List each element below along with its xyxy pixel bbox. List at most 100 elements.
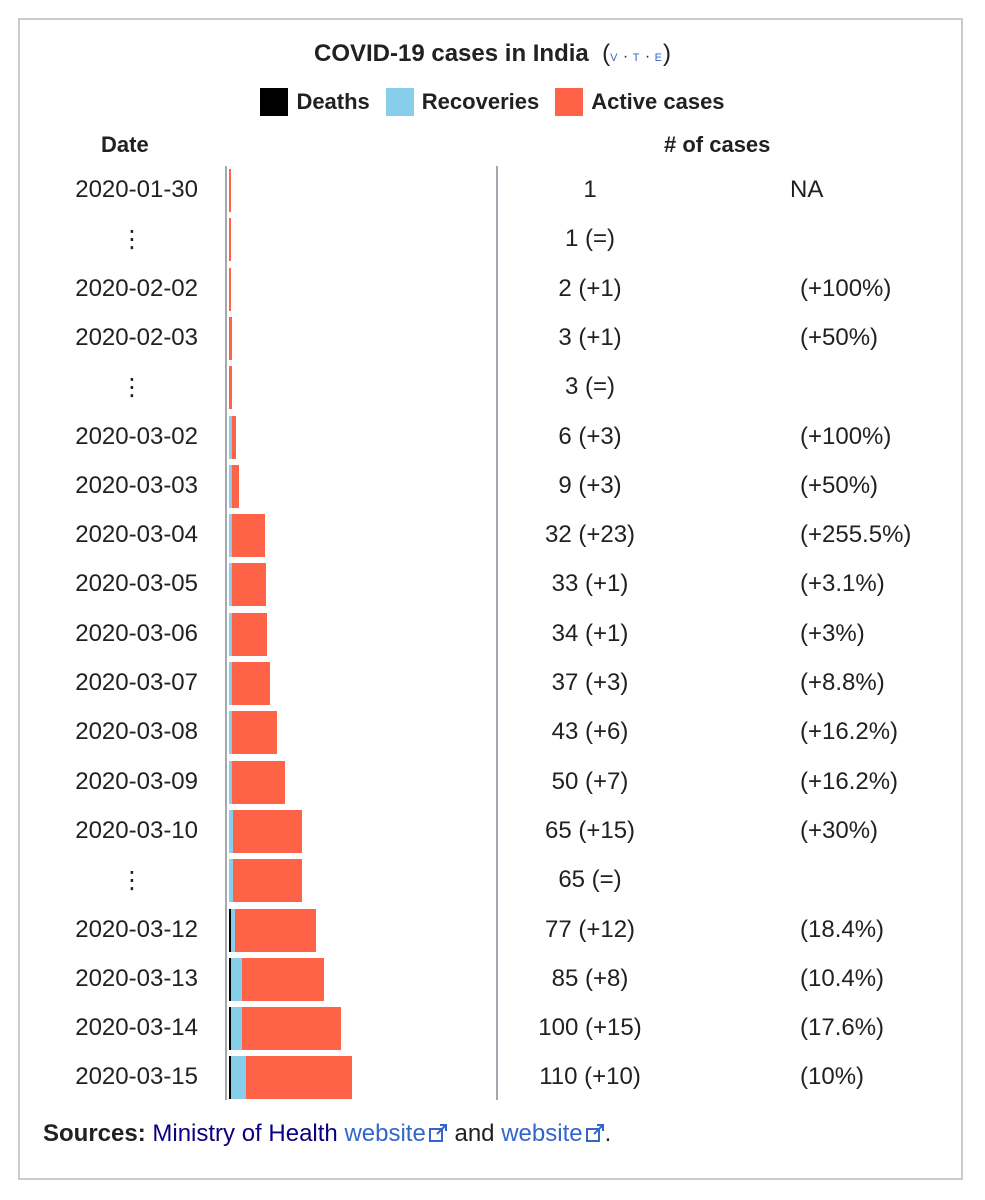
case-bar bbox=[229, 1056, 352, 1100]
bar-segment-active bbox=[229, 169, 231, 212]
bar-segment-recoveries bbox=[229, 711, 233, 755]
bar-segment-active bbox=[229, 218, 231, 262]
row-percent-change: (+3%) bbox=[800, 619, 865, 647]
website-link-2[interactable]: website bbox=[501, 1120, 583, 1147]
row-percent-change: (+100%) bbox=[800, 422, 892, 450]
row-case-count: 3 (+1) bbox=[558, 323, 622, 351]
case-bar bbox=[229, 267, 232, 311]
edit-link[interactable]: e bbox=[654, 48, 663, 65]
table-row: 2020-03-08 43 (+6) (+16.2%) bbox=[0, 708, 985, 757]
bar-segment-recoveries bbox=[229, 760, 233, 804]
vte-links: (v · t · e) bbox=[595, 40, 671, 67]
bar-segment-recoveries bbox=[229, 612, 233, 656]
row-date: 2020-01-30 bbox=[75, 176, 198, 203]
external-link-icon bbox=[428, 1124, 447, 1142]
row-percent-change: (17.6%) bbox=[800, 1014, 885, 1042]
bar-segment-active bbox=[233, 859, 302, 903]
table-row: 2020-03-10 65 (+15) (+30%) bbox=[0, 807, 985, 856]
row-percent-change: (+30%) bbox=[800, 816, 879, 844]
bar-segment-active bbox=[229, 366, 233, 410]
table-row: 2020-03-09 50 (+7) (+16.2%) bbox=[0, 758, 985, 807]
row-date: 2020-03-04 bbox=[75, 521, 198, 549]
legend-item-deaths: Deaths bbox=[260, 88, 370, 116]
chart-title: COVID-19 cases in India bbox=[314, 40, 589, 67]
bar-segment-active bbox=[232, 760, 285, 804]
row-date: 2020-03-14 bbox=[75, 1014, 198, 1042]
table-row: ⋮ 65 (=) bbox=[0, 856, 985, 905]
legend-label-recoveries: Recoveries bbox=[421, 89, 540, 114]
sources-period: . bbox=[604, 1120, 612, 1147]
table-row: 2020-03-13 85 (+8) (10.4%) bbox=[0, 955, 985, 1004]
talk-link[interactable]: t bbox=[632, 48, 641, 65]
row-case-count: 32 (+23) bbox=[544, 521, 636, 549]
row-date: 2020-03-08 bbox=[75, 718, 198, 746]
case-bar bbox=[229, 760, 285, 804]
bar-segment-active bbox=[242, 957, 325, 1001]
chart-frame bbox=[18, 18, 963, 1180]
row-percent-change: (10.4%) bbox=[800, 964, 885, 992]
row-case-count: 65 (+15) bbox=[544, 816, 636, 844]
bar-segment-recoveries bbox=[229, 809, 234, 853]
row-case-count: 100 (+15) bbox=[538, 1014, 642, 1042]
bar-segment-active bbox=[235, 908, 316, 952]
legend: Deaths Recoveries Active cases bbox=[0, 88, 985, 116]
bar-segment-active bbox=[233, 809, 302, 853]
date-header: Date bbox=[101, 132, 149, 157]
table-row: 2020-03-06 34 (+1) (+3%) bbox=[0, 610, 985, 659]
bar-segment-recoveries bbox=[229, 859, 234, 903]
legend-label-deaths: Deaths bbox=[296, 89, 370, 114]
case-bar bbox=[229, 218, 231, 262]
table-row: 2020-03-07 37 (+3) (+8.8%) bbox=[0, 659, 985, 708]
case-bar bbox=[229, 415, 236, 459]
row-date: 2020-03-02 bbox=[75, 422, 198, 450]
case-bar bbox=[229, 859, 302, 903]
case-bar bbox=[229, 366, 233, 410]
case-bar bbox=[229, 908, 316, 952]
case-bar bbox=[229, 809, 302, 853]
table-row: 2020-03-04 32 (+23) (+255.5%) bbox=[0, 511, 985, 560]
bar-segment-recoveries bbox=[229, 464, 233, 508]
ministry-of-health-link[interactable]: Ministry of Health bbox=[152, 1120, 338, 1147]
legend-swatch-deaths bbox=[260, 88, 289, 116]
row-case-count: 110 (+10) bbox=[539, 1063, 641, 1091]
legend-item-active: Active cases bbox=[555, 88, 725, 116]
row-case-count: 3 (=) bbox=[564, 373, 615, 401]
view-link[interactable]: v bbox=[610, 48, 619, 65]
bar-segment-deaths bbox=[229, 957, 232, 1001]
legend-item-recoveries: Recoveries bbox=[385, 88, 540, 116]
table-row: 2020-03-12 77 (+12) (18.4%) bbox=[0, 906, 985, 955]
row-case-count: 6 (+3) bbox=[558, 422, 622, 450]
row-percent-change: (+50%) bbox=[800, 471, 879, 499]
row-case-count: 2 (+1) bbox=[558, 274, 622, 302]
row-percent-change: (+16.2%) bbox=[800, 718, 899, 746]
bar-segment-recoveries bbox=[229, 514, 233, 558]
case-bar bbox=[229, 169, 231, 212]
row-percent-change: (+50%) bbox=[800, 323, 879, 351]
row-case-count: 1 (=) bbox=[564, 225, 615, 253]
row-date: 2020-02-02 bbox=[75, 274, 198, 302]
bar-segment-active bbox=[232, 464, 240, 508]
table-row: 2020-03-15 110 (+10) (10%) bbox=[0, 1053, 985, 1102]
website-link-1[interactable]: website bbox=[344, 1120, 426, 1147]
legend-swatch-active bbox=[555, 88, 584, 116]
row-date: 2020-03-09 bbox=[75, 767, 198, 795]
row-date: ⋮ bbox=[120, 226, 144, 254]
row-percent-change: (+16.2%) bbox=[800, 767, 899, 795]
case-bar bbox=[229, 464, 240, 508]
table-row: ⋮ 1 (=) bbox=[0, 215, 985, 264]
sources-label: Sources: bbox=[43, 1120, 146, 1147]
table-row: 2020-02-03 3 (+1) (+50%) bbox=[0, 314, 985, 363]
row-date: ⋮ bbox=[120, 374, 144, 402]
row-case-count: 65 (=) bbox=[558, 866, 622, 894]
bar-segment-active bbox=[232, 415, 236, 459]
table-row: 2020-01-30 1 NA bbox=[0, 166, 985, 215]
row-date: 2020-02-03 bbox=[75, 323, 198, 351]
row-case-count: 37 (+3) bbox=[551, 669, 629, 696]
bar-segment-deaths bbox=[229, 1056, 232, 1100]
row-date: 2020-03-07 bbox=[75, 669, 198, 696]
row-percent-change: (+255.5%) bbox=[800, 521, 912, 549]
row-percent-change: NA bbox=[790, 176, 824, 203]
row-date: ⋮ bbox=[120, 867, 144, 895]
row-case-count: 1 bbox=[583, 176, 597, 203]
bar-segment-recoveries bbox=[231, 1007, 243, 1051]
